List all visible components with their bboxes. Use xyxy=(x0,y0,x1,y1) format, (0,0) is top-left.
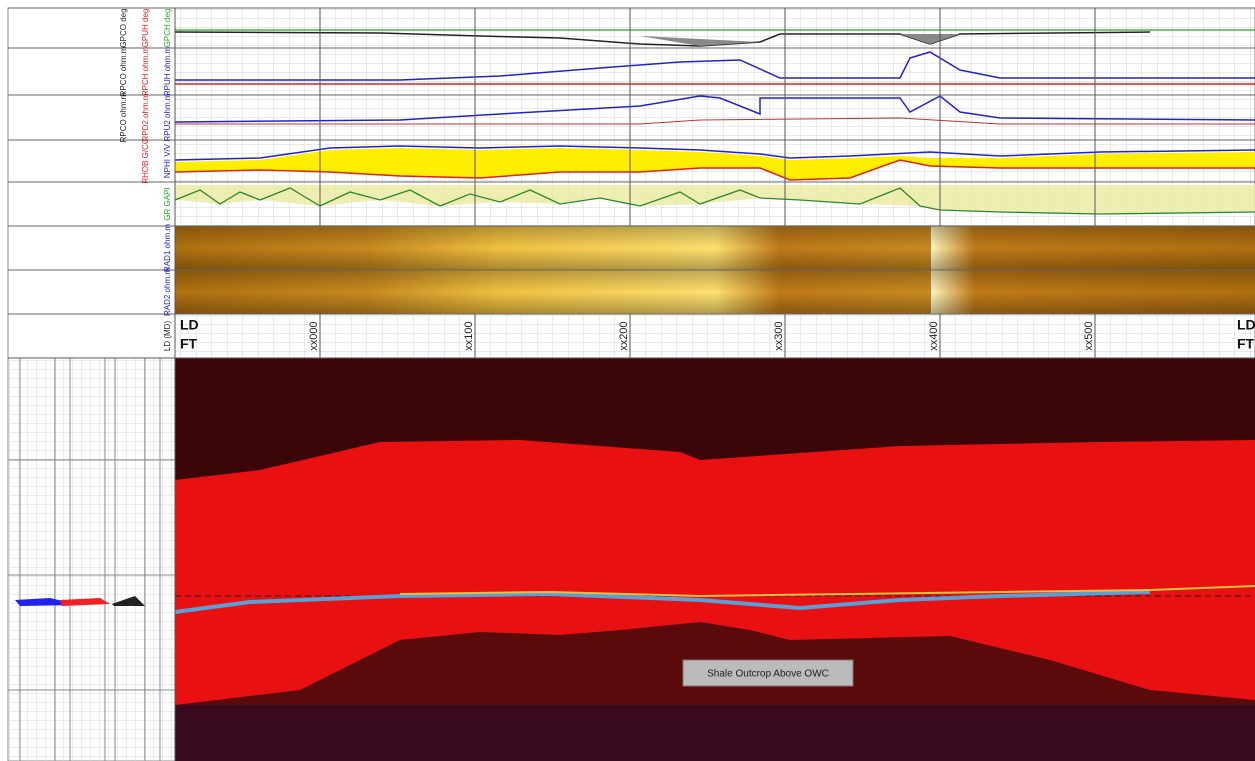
curve-label: GPCH deg xyxy=(163,9,172,48)
depth-label: xx400 xyxy=(928,321,940,350)
rose-red xyxy=(60,598,110,606)
track-separators xyxy=(8,7,1255,359)
rpuh-curve xyxy=(175,51,1255,81)
depth-label: xx500 xyxy=(1083,321,1095,350)
depth-label: xx100 xyxy=(463,321,475,350)
curve-label: RPD2 ohm.m xyxy=(141,93,150,141)
rose-black xyxy=(112,596,145,606)
annotation: Shale Outcrop Above OWC xyxy=(707,669,829,680)
rad1-shade xyxy=(175,226,1255,270)
curve-label: GPUH deg xyxy=(141,9,150,48)
curve-label: GPCO deg xyxy=(119,8,128,47)
rpu2-curve xyxy=(174,95,1255,123)
annotation-box xyxy=(682,659,854,687)
gr-fill xyxy=(175,185,1255,214)
curve-label: RPCO ohm.m xyxy=(119,92,128,142)
nphi-curve xyxy=(174,145,1255,161)
curve-label: LD (MD) xyxy=(163,321,172,352)
curve-label: RAD2 ohm.m xyxy=(163,268,172,316)
lower-zone xyxy=(175,705,1255,761)
well-path-top xyxy=(399,585,1255,598)
density-neutron-fill xyxy=(175,148,1255,180)
curve-label: NPHI V/V xyxy=(163,143,172,178)
curve-label: RPCH ohm.m xyxy=(141,46,150,96)
depth-label: xx200 xyxy=(618,321,630,350)
side-panel-grid xyxy=(8,358,175,761)
depth-unit: FT xyxy=(180,336,198,352)
curve-label: GR GAPI xyxy=(163,187,172,220)
well-path xyxy=(174,590,1151,614)
curve-label: RPU2 ohm.m xyxy=(163,93,172,141)
rpd2-curve xyxy=(175,117,1255,125)
depth-grid xyxy=(175,314,1255,358)
gr-curve xyxy=(174,187,1255,215)
rad2-shade xyxy=(175,270,1255,314)
depth-name: LD xyxy=(1237,317,1255,333)
depth-name: LD xyxy=(180,317,199,333)
depth-label: xx000 xyxy=(308,321,320,350)
rhob-curve xyxy=(174,159,1255,181)
depth-label: xx300 xyxy=(773,321,785,350)
side-panel-lines xyxy=(8,358,175,761)
gp-fill xyxy=(640,34,960,46)
depth-unit: FT xyxy=(1237,336,1255,352)
curve-label: RPUH ohm.m xyxy=(163,46,172,96)
curve-label: RAD1 ohm.m xyxy=(163,224,172,272)
curve-label: RPCO ohm.m xyxy=(119,46,128,96)
curve-label: RHOB G/CC xyxy=(141,138,150,184)
